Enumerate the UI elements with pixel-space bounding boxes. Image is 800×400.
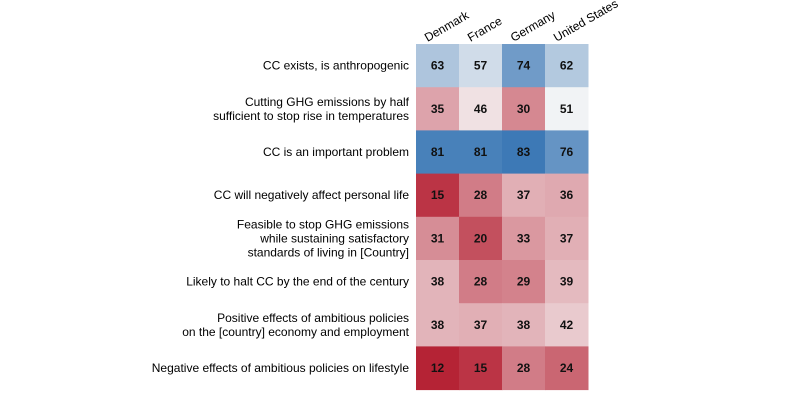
heatmap-cell (545, 130, 589, 175)
cell-value-label: 15 (474, 361, 488, 375)
row-label: CC will negatively affect personal life (214, 188, 410, 202)
cell-value-label: 37 (517, 188, 531, 202)
cell-value-label: 37 (474, 318, 488, 332)
cell-value-label: 35 (431, 102, 445, 116)
cell-value-label: 30 (517, 102, 531, 116)
cell-value-label: 37 (560, 231, 574, 245)
heatmap-cell (459, 303, 503, 347)
heatmap-cell (459, 44, 503, 88)
heatmap-cell (502, 130, 546, 175)
cell-value-label: 39 (560, 275, 574, 289)
row-label: Likely to halt CC by the end of the cent… (186, 275, 409, 289)
cell-value-label: 20 (474, 231, 488, 245)
heatmap-cell (545, 260, 589, 304)
heatmap-cell (416, 216, 460, 261)
cell-value-label: 83 (517, 145, 531, 159)
heatmap-cell (459, 260, 503, 304)
column-label: United States (551, 0, 620, 45)
row-label: Cutting GHG emissions by half sufficient … (213, 95, 410, 123)
cell-value-label: 74 (517, 59, 531, 73)
row-label: CC is an important problem (263, 145, 409, 159)
cell-value-label: 36 (560, 188, 574, 202)
cell-value-label: 57 (474, 59, 488, 73)
column-label: Germany (508, 8, 558, 45)
heatmap-cell (545, 303, 589, 347)
heatmap-cell (502, 303, 546, 347)
column-label: France (465, 14, 505, 45)
cell-value-label: 15 (431, 188, 445, 202)
cell-value-label: 38 (431, 318, 445, 332)
cell-value-label: 81 (431, 145, 445, 159)
cell-value-label: 24 (560, 361, 574, 375)
heatmap-cell (545, 173, 589, 218)
heatmap-cell (459, 173, 503, 218)
row-label: Positive effects of ambitious policies on… (182, 311, 409, 339)
heatmap-cell (502, 44, 546, 88)
cell-value-label: 81 (474, 145, 488, 159)
heatmap-cell (459, 87, 503, 131)
cell-value-label: 42 (560, 318, 574, 332)
heatmap-cell (502, 173, 546, 218)
cell-value-label: 46 (474, 102, 488, 116)
cell-value-label: 38 (517, 318, 531, 332)
heatmap-cell (416, 173, 460, 218)
heatmap-cell (416, 346, 460, 391)
cell-value-label: 29 (517, 275, 531, 289)
cell-value-label: 33 (517, 231, 531, 245)
heatmap-cell (416, 303, 460, 347)
cell-value-label: 28 (517, 361, 531, 375)
heatmap-cell (459, 130, 503, 175)
row-label: Negative effects of ambitious policies o… (152, 361, 410, 375)
row-label: Feasible to stop GHG emissions while sust… (237, 217, 409, 259)
heatmap-cell (502, 87, 546, 131)
cell-value-label: 63 (431, 59, 445, 73)
cell-value-label: 28 (474, 275, 488, 289)
heatmap-cell (502, 216, 546, 261)
cell-value-label: 51 (560, 102, 574, 116)
heatmap-cell (459, 346, 503, 391)
column-label: Denmark (422, 8, 472, 45)
heatmap-cells: 63 57 74 62 35 46 30 51 81 81 83 76 15 28 37 36 31 20 33 37… (416, 44, 589, 391)
cell-value-label: 28 (474, 188, 488, 202)
heatmap-cell (502, 346, 546, 391)
heatmap-cell (502, 260, 546, 304)
row-labels: CC exists, is anthropogenic Cutting GHG e… (152, 59, 410, 375)
heatmap-cell (545, 346, 589, 391)
cell-value-label: 62 (560, 59, 574, 73)
cell-value-label: 31 (431, 231, 445, 245)
heatmap-cell (545, 87, 589, 131)
cell-value-label: 76 (560, 145, 574, 159)
heatmap-cell (459, 216, 503, 261)
heatmap-cell (545, 216, 589, 261)
cell-value-label: 12 (431, 361, 445, 375)
row-label: CC exists, is anthropogenic (263, 59, 409, 73)
heatmap-cell (416, 87, 460, 131)
heatmap-cell (545, 44, 589, 88)
heatmap-cell (416, 44, 460, 88)
cell-value-label: 38 (431, 275, 445, 289)
heatmap-cell (416, 130, 460, 175)
heatmap-cell (416, 260, 460, 304)
